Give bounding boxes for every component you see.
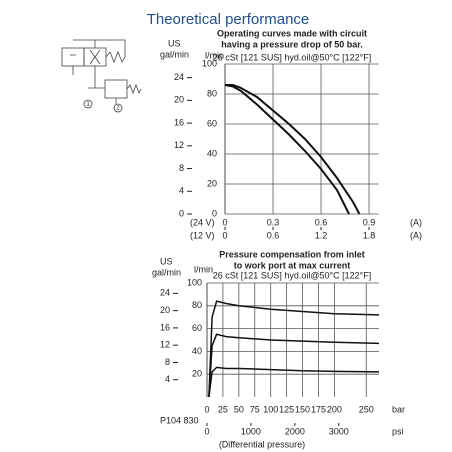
curve: [208, 366, 380, 398]
chart-subtitle: 26 cSt [121 SUS] hyd.oil@50°C [122°F]: [213, 270, 371, 280]
y2-tick-label: 12: [160, 340, 170, 350]
x2-tick-label: 1.8: [363, 230, 376, 240]
y2-tick-label: 4: [165, 374, 170, 384]
chart-title: Operating curves made with circuit: [217, 28, 367, 38]
x-tick-label: 0: [222, 217, 227, 227]
y2-axis-label: US: [168, 38, 181, 48]
y-tick-label: 60: [192, 323, 202, 333]
y2-tick-label: 16: [174, 117, 184, 127]
port: [83, 99, 93, 109]
y2-tick-label: 4: [179, 186, 184, 196]
x2-tick-label: 1000: [241, 426, 261, 436]
x2-tick-label: 2000: [285, 426, 305, 436]
x-tick-label: 0.6: [315, 217, 328, 227]
y-tick-label: 20: [192, 369, 202, 379]
symbol: [70, 49, 101, 65]
y2-tick-label: 8: [165, 357, 170, 367]
port-label: 2: [116, 106, 120, 112]
page-title: Theoretical performance: [147, 11, 310, 28]
curve: [225, 84, 361, 215]
x-axis-label: (24 V): [190, 217, 215, 227]
pipe: [72, 39, 126, 88]
x-tick-label: 150: [295, 404, 310, 414]
x-tick-label: 50: [234, 404, 244, 414]
spring: [105, 50, 126, 64]
y2-tick-label: 8: [179, 163, 184, 173]
y2-axis-label: gal/min: [152, 267, 181, 277]
y2-tick-label: 24: [160, 288, 170, 298]
x-axis-label: bar: [392, 404, 405, 414]
y-tick-label: 20: [207, 178, 217, 188]
pipe: [88, 83, 142, 104]
y-tick-label: 40: [207, 148, 217, 158]
y2-tick-label: 0: [179, 208, 184, 218]
curve: [208, 300, 380, 398]
chart-subtitle: 26 cSt [121 SUS] hyd.oil@50°C [122°F]: [213, 52, 371, 62]
x-unit: (A): [410, 217, 422, 227]
x-tick-label: 75: [250, 404, 260, 414]
chart-title: having a pressure drop of 50 bar.: [221, 39, 363, 49]
y-tick-label: 40: [192, 346, 202, 356]
x-tick-label: 200: [327, 404, 342, 414]
chart-title: to work port at max current: [234, 260, 351, 270]
y-tick-label: 80: [192, 300, 202, 310]
y-tick-label: 80: [207, 88, 217, 98]
x2-axis-label: (12 V): [190, 230, 215, 240]
x2-axis-label: psi: [392, 426, 404, 436]
y-axis-label: l/min: [194, 264, 213, 274]
chart-title: Pressure compensation from inlet: [219, 249, 365, 259]
x-tick-label: 100: [263, 404, 278, 414]
x-tick-label: 0.9: [363, 217, 376, 227]
y-tick-label: 100: [202, 58, 217, 68]
y2-tick-label: 20: [174, 95, 184, 105]
curve: [224, 84, 350, 215]
code: P104 830: [160, 415, 199, 425]
y2-axis-label: US: [160, 256, 173, 266]
y2-tick-label: 12: [174, 140, 184, 150]
x-tick-label: 25: [218, 404, 228, 414]
x-tick-label: 0.3: [267, 217, 280, 227]
port-label: 1: [86, 102, 90, 108]
x2-tick-label: 0: [204, 426, 209, 436]
y2-axis-label: gal/min: [160, 49, 189, 59]
y2-tick-label: 16: [160, 322, 170, 332]
x-tick-label: 175: [311, 404, 326, 414]
y-axis-label: l/min: [205, 50, 224, 60]
x2-unit: (A): [410, 230, 422, 240]
valve-box: [61, 47, 85, 67]
port: [113, 103, 123, 113]
y-tick-label: 0: [212, 208, 217, 218]
y2-tick-label: 20: [160, 305, 170, 315]
y-tick-label: 60: [207, 118, 217, 128]
circuit-diagram: 1 2: [61, 39, 142, 113]
x2-tick-label: 0: [222, 230, 227, 240]
x-tick-label: 250: [359, 404, 374, 414]
x2-note: (Differential pressure): [219, 439, 305, 449]
x2-tick-label: 1.2: [315, 230, 328, 240]
y-tick-label: 100: [187, 277, 202, 287]
x-tick-label: 0: [204, 404, 209, 414]
x2-tick-label: 0.6: [267, 230, 280, 240]
x2-tick-label: 3000: [329, 426, 349, 436]
valve-box: [104, 79, 128, 99]
x-tick-label: 125: [279, 404, 294, 414]
curve: [208, 333, 380, 398]
y2-tick-label: 24: [174, 72, 184, 82]
